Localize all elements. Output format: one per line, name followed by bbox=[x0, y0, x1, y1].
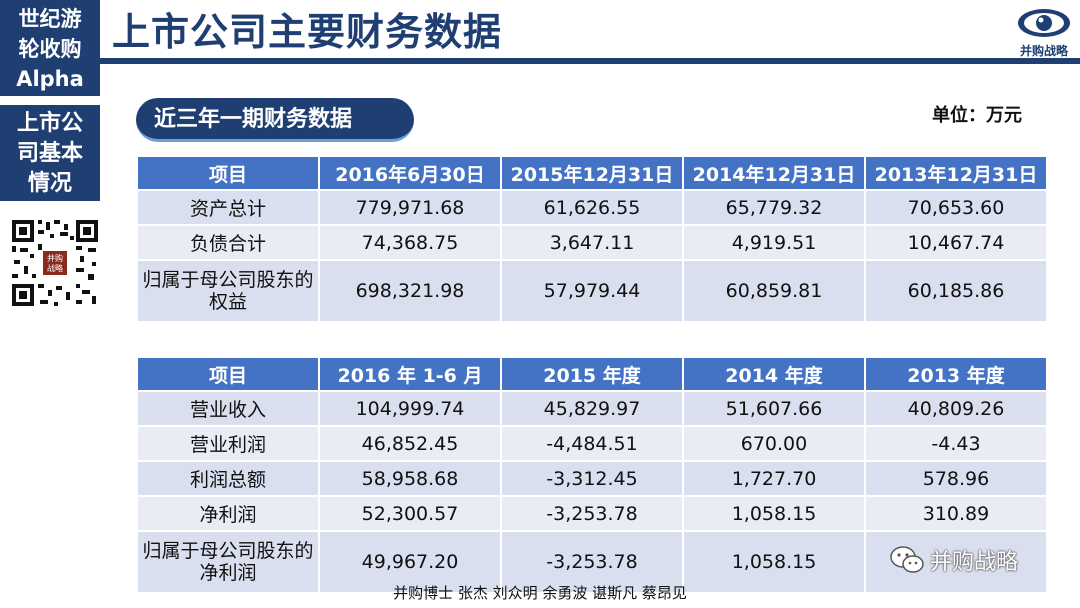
table-cell: 698,321.98 bbox=[320, 261, 500, 321]
table-cell: 46,852.45 bbox=[320, 427, 500, 460]
row-label: 归属于母公司股东的净利润 bbox=[138, 532, 318, 592]
row-label: 营业利润 bbox=[138, 427, 318, 460]
table-header-row: 项目 2016年6月30日 2015年12月31日 2014年12月31日 20… bbox=[138, 157, 1046, 189]
qr-code: 并购 战略 bbox=[10, 218, 100, 308]
watermark-text: 并购战略 bbox=[930, 550, 1019, 575]
table-cell: 1,727.70 bbox=[684, 462, 864, 495]
sidebar-title-line: 轮收购 bbox=[18, 37, 82, 61]
table-cell: 3,647.11 bbox=[502, 226, 682, 259]
table-row: 负债合计 74,368.75 3,647.11 4,919.51 10,467.… bbox=[138, 226, 1046, 259]
table-cell: 1,058.15 bbox=[684, 532, 864, 592]
table-header-row: 项目 2016 年 1-6 月 2015 年度 2014 年度 2013 年度 bbox=[138, 358, 1046, 390]
row-label: 利润总额 bbox=[138, 462, 318, 495]
column-header: 项目 bbox=[138, 157, 318, 189]
column-header: 2014 年度 bbox=[684, 358, 864, 390]
table-cell: 61,626.55 bbox=[502, 191, 682, 224]
table-row: 营业收入 104,999.74 45,829.97 51,607.66 40,8… bbox=[138, 392, 1046, 425]
page-title: 上市公司主要财务数据 bbox=[112, 10, 503, 54]
table-row: 净利润 52,300.57 -3,253.78 1,058.15 310.89 bbox=[138, 497, 1046, 530]
table-cell: 65,779.32 bbox=[684, 191, 864, 224]
table-cell: 60,185.86 bbox=[866, 261, 1046, 321]
table-cell: -4.43 bbox=[866, 427, 1046, 460]
table-cell: 70,653.60 bbox=[866, 191, 1046, 224]
income-table: 项目 2016 年 1-6 月 2015 年度 2014 年度 2013 年度 … bbox=[136, 356, 1048, 594]
table-cell: 58,958.68 bbox=[320, 462, 500, 495]
table-cell: 74,368.75 bbox=[320, 226, 500, 259]
table-row: 归属于母公司股东的净利润 49,967.20 -3,253.78 1,058.1… bbox=[138, 532, 1046, 592]
balance-table: 项目 2016年6月30日 2015年12月31日 2014年12月31日 20… bbox=[136, 155, 1048, 323]
section-title: 近三年一期财务数据 bbox=[136, 98, 414, 142]
column-header: 2014年12月31日 bbox=[684, 157, 864, 189]
brand-logo: 并购战略 bbox=[1012, 6, 1076, 58]
table-cell: 670.00 bbox=[684, 427, 864, 460]
sidebar-section-line: 情况 bbox=[27, 171, 72, 196]
qr-badge-text-bottom: 战略 bbox=[47, 263, 63, 273]
table-cell: 104,999.74 bbox=[320, 392, 500, 425]
table-cell: 45,829.97 bbox=[502, 392, 682, 425]
table-cell: -3,312.45 bbox=[502, 462, 682, 495]
unit-label: 单位：万元 bbox=[932, 105, 1022, 126]
row-label: 净利润 bbox=[138, 497, 318, 530]
table-cell: 310.89 bbox=[866, 497, 1046, 530]
column-header: 项目 bbox=[138, 358, 318, 390]
table-cell: 10,467.74 bbox=[866, 226, 1046, 259]
column-header: 2015年12月31日 bbox=[502, 157, 682, 189]
sidebar-section-line: 司基本 bbox=[16, 141, 83, 166]
table-cell: 4,919.51 bbox=[684, 226, 864, 259]
table-cell: 51,607.66 bbox=[684, 392, 864, 425]
column-header: 2016 年 1-6 月 bbox=[320, 358, 500, 390]
eye-logo-icon bbox=[1018, 9, 1070, 37]
row-label: 负债合计 bbox=[138, 226, 318, 259]
table-cell: 60,859.81 bbox=[684, 261, 864, 321]
sidebar-title-line: Alpha bbox=[16, 67, 84, 91]
wechat-icon bbox=[890, 546, 924, 573]
sidebar-title-block: 世纪游 轮收购 Alpha bbox=[0, 0, 100, 96]
column-header: 2016年6月30日 bbox=[320, 157, 500, 189]
row-label: 归属于母公司股东的权益 bbox=[138, 261, 318, 321]
table-cell: -3,253.78 bbox=[502, 532, 682, 592]
table-cell: -3,253.78 bbox=[502, 497, 682, 530]
row-label: 营业收入 bbox=[138, 392, 318, 425]
table-row: 归属于母公司股东的权益 698,321.98 57,979.44 60,859.… bbox=[138, 261, 1046, 321]
logo-text: 并购战略 bbox=[1019, 44, 1068, 58]
footer-authors: 并购博士 张杰 刘众明 余勇波 谌斯凡 蔡昂见 bbox=[393, 584, 687, 602]
table-cell: 40,809.26 bbox=[866, 392, 1046, 425]
header-divider bbox=[100, 58, 1080, 64]
table-cell: 1,058.15 bbox=[684, 497, 864, 530]
table-cell: 779,971.68 bbox=[320, 191, 500, 224]
table-cell: 578.96 bbox=[866, 462, 1046, 495]
table-row: 利润总额 58,958.68 -3,312.45 1,727.70 578.96 bbox=[138, 462, 1046, 495]
table-row: 资产总计 779,971.68 61,626.55 65,779.32 70,6… bbox=[138, 191, 1046, 224]
qr-badge-text-top: 并购 bbox=[47, 253, 63, 263]
sidebar-section-line: 上市公 bbox=[16, 111, 83, 136]
sidebar-title-line: 世纪游 bbox=[18, 7, 82, 31]
table-cell: -4,484.51 bbox=[502, 427, 682, 460]
table-row: 营业利润 46,852.45 -4,484.51 670.00 -4.43 bbox=[138, 427, 1046, 460]
qr-code-icon: 并购 战略 bbox=[10, 218, 100, 308]
table-cell: 49,967.20 bbox=[320, 532, 500, 592]
row-label: 资产总计 bbox=[138, 191, 318, 224]
sidebar-section-block: 上市公 司基本 情况 bbox=[0, 105, 100, 201]
column-header: 2013 年度 bbox=[866, 358, 1046, 390]
table-cell: 52,300.57 bbox=[320, 497, 500, 530]
watermark: 并购战略 bbox=[890, 540, 1060, 580]
table-cell: 57,979.44 bbox=[502, 261, 682, 321]
column-header: 2013年12月31日 bbox=[866, 157, 1046, 189]
column-header: 2015 年度 bbox=[502, 358, 682, 390]
